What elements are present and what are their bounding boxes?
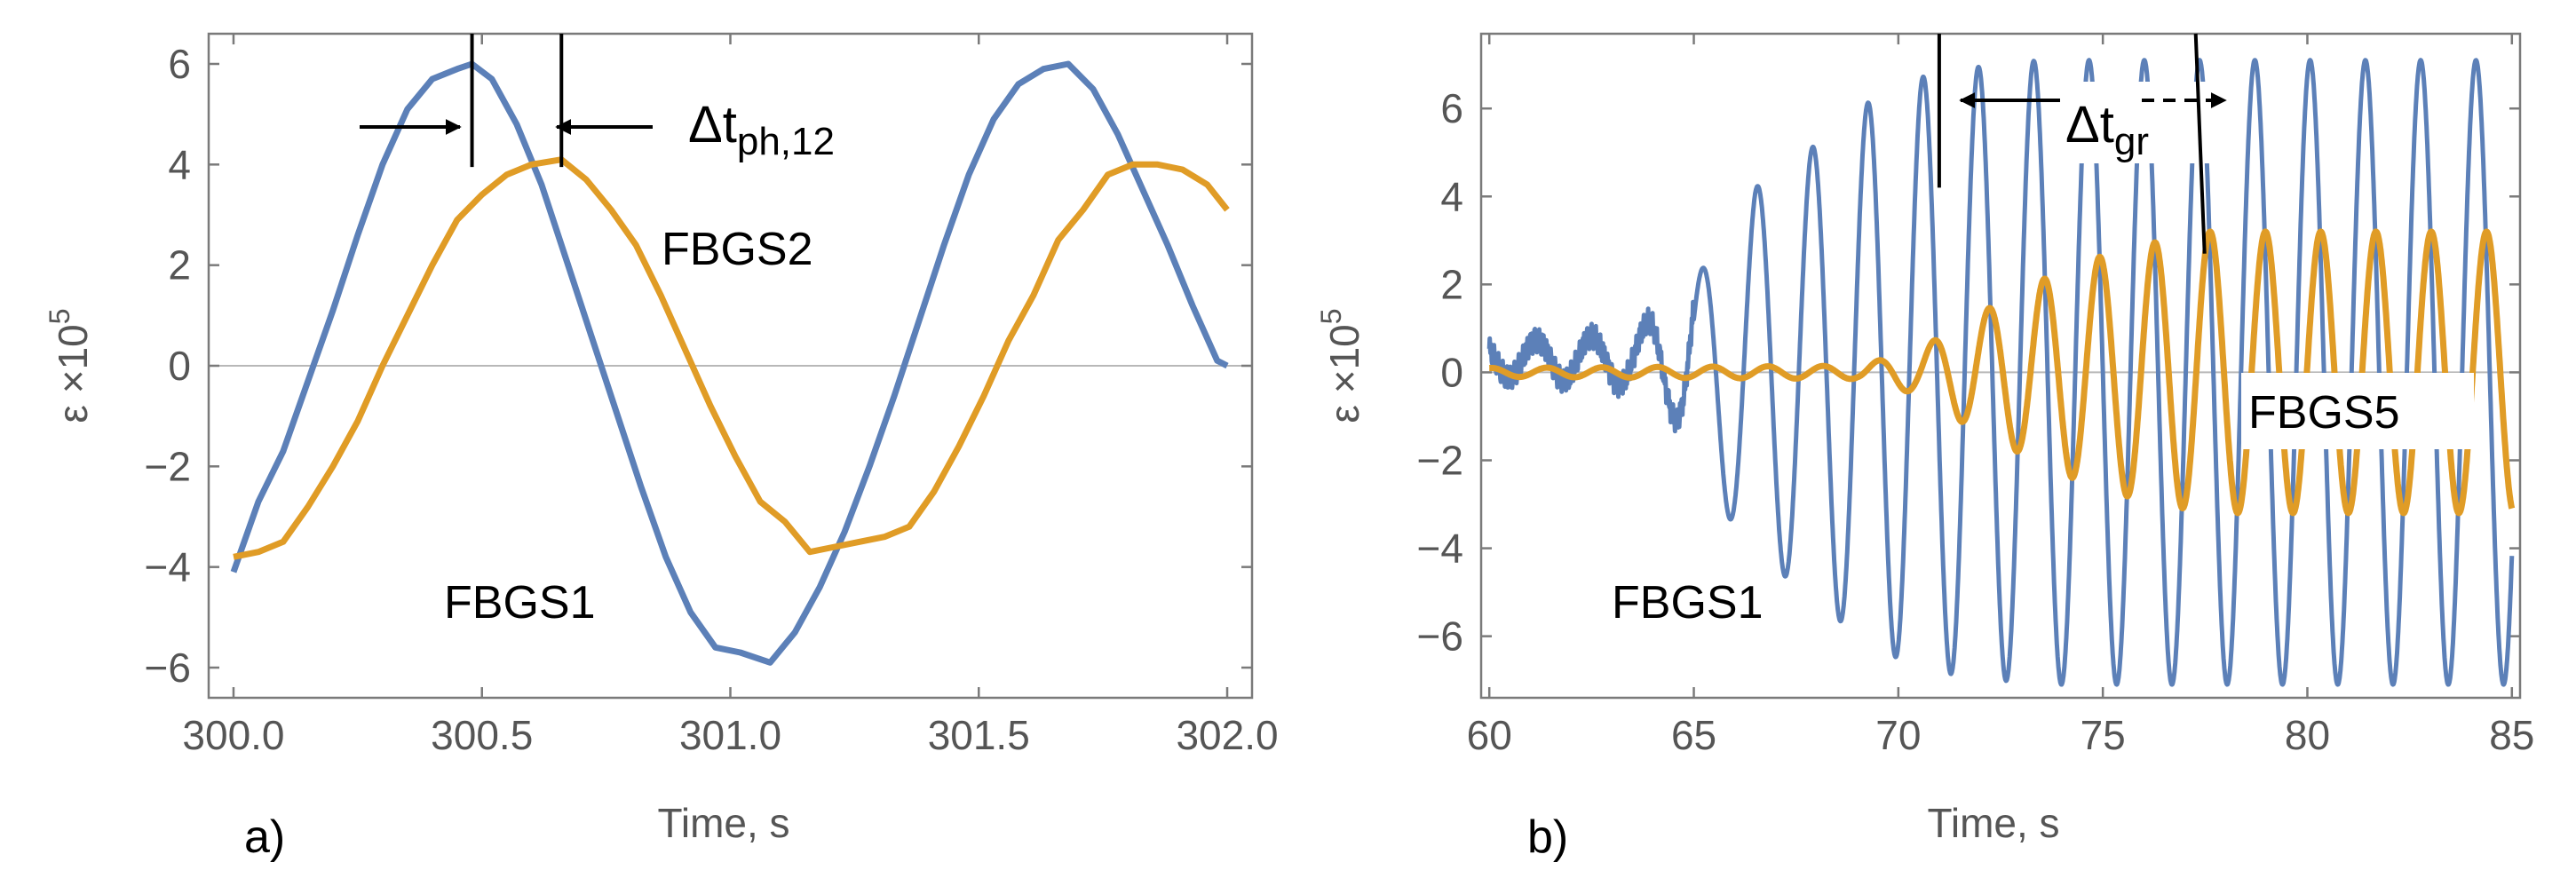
panel-b-ytick-label: 4: [1440, 173, 1463, 219]
panel-b-xtick-label: 85: [2489, 712, 2534, 758]
panel-b-group-marker-2: [2193, 33, 2207, 254]
panel-a-ylabel: ε ×105: [44, 308, 96, 423]
panel-a-phase-sub: ph,12: [737, 120, 835, 163]
panel-a-series-fbgs1: [230, 60, 1229, 666]
panel-b-panel-label: b): [1527, 811, 1568, 863]
panel-b-xtick-label: 65: [1671, 712, 1716, 758]
panel-a-ytick-label: 0: [168, 343, 191, 389]
panel-b-ylabel-exp: 5: [1315, 308, 1347, 324]
panel-a-ticks: 300.0 300.5 301.0 301.5 302.0 6 4 2 0 −2 −4 −6: [145, 34, 1279, 758]
panel-b-xtick-label: 80: [2285, 712, 2330, 758]
panel-b-delta-background: [2062, 82, 2211, 163]
panel-b-group-sub: gr: [2114, 120, 2149, 163]
panel-b-ytick-label: 6: [1440, 85, 1463, 131]
panel-a-ytick-label: 2: [168, 242, 191, 289]
panel-a-ytick-label: −2: [145, 443, 191, 489]
panel-b-xtick-label: 75: [2081, 712, 2126, 758]
panel-a-series-fbgs2: [233, 156, 1230, 560]
panel-a-xtick-label: 302.0: [1176, 712, 1278, 758]
panel-b-ylabel: ε ×105: [1315, 308, 1367, 423]
panel-b-fbgs1-label: FBGS1: [1612, 577, 1764, 629]
panel-b-ytick-label: −4: [1417, 526, 1463, 572]
panel-b-xtick-label: 60: [1467, 712, 1512, 758]
panel-a-fbgs1-label: FBGS1: [444, 577, 596, 629]
panel-b-frame: [1479, 32, 2522, 700]
panel-a-ylabel-exp: 5: [44, 308, 75, 324]
panel-b-group-delta: Δt: [2065, 96, 2114, 154]
panel-a-xlabel: Time, s: [657, 800, 789, 846]
panel-a-ytick-label: 6: [168, 41, 191, 87]
panel-b-series-fbgs1: [1486, 58, 2515, 687]
panel-a-ytick-label: 4: [168, 141, 191, 187]
panel-b-ytick-label: 0: [1440, 349, 1463, 395]
panel-a-phase-delta: Δt: [688, 96, 737, 154]
panel-b-series-fbgs5: [1486, 228, 2516, 517]
panel-a-ylabel-base: ε ×10: [50, 324, 96, 423]
panel-a-ytick-label: −6: [145, 645, 191, 691]
panel-b-ylabel-base: ε ×10: [1321, 324, 1367, 423]
panel-a-xtick-label: 301.5: [928, 712, 1030, 758]
panel-a-xtick-label: 301.0: [679, 712, 781, 758]
panel-a: 300.0 300.5 301.0 301.5 302.0 6 4 2 0 −2 −4 −6 Δtph…: [44, 32, 1279, 863]
panel-b-ytick-label: 2: [1440, 261, 1463, 307]
panel-a-fbgs2-label: FBGS2: [662, 224, 813, 275]
panel-a-phase-label: Δtph,12: [688, 96, 835, 163]
panel-a-xtick-label: 300.5: [431, 712, 533, 758]
panel-a-xtick-label: 300.0: [182, 712, 284, 758]
panel-b-group-label: Δtgr: [2065, 96, 2149, 163]
panel-a-panel-label: a): [244, 811, 285, 863]
panel-b-xtick-label: 70: [1875, 712, 1921, 758]
panel-b-fbgs5-label: FBGS5: [2248, 387, 2400, 439]
panel-b-ytick-label: −6: [1417, 613, 1463, 660]
panel-b-ytick-label: −2: [1417, 438, 1463, 484]
panel-b-xlabel: Time, s: [1927, 800, 2059, 846]
panel-a-ytick-label: −4: [145, 544, 191, 590]
panel-b-fbgs5-background: [2241, 373, 2474, 449]
panel-b-ticks: 60 65 70 75 80 85 6 4 2 0 −2 −4 −6: [1417, 34, 2534, 758]
